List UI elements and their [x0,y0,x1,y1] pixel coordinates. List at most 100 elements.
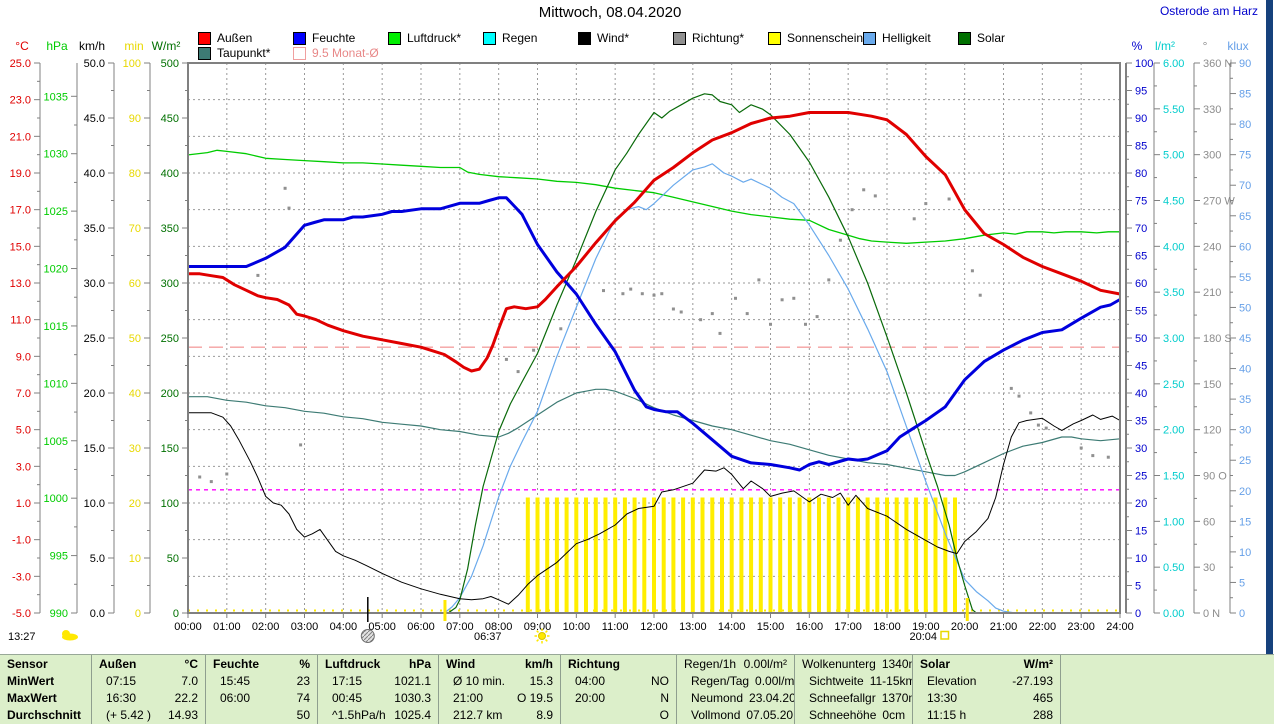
axis-tick-label: 40.0 [84,168,105,180]
legend-swatch [578,31,591,45]
axis-tick-label: 1035 [44,91,68,103]
legend-swatch [293,46,306,60]
legend-item-9-5-monat-[interactable]: 9.5 Monat-Ø [293,46,379,60]
table-cell-label [1068,690,1075,707]
axis-tick-label: -5.0 [12,608,31,620]
table-row: Schneefallgr 1370m [795,690,912,707]
axis-tick-label: 0.0 [90,608,105,620]
legend-swatch [198,31,211,45]
x-tick-label: 23:00 [1067,621,1095,633]
axis-tick-label: 75 [1135,196,1147,208]
legend-item-richtung-[interactable]: Richtung* [673,31,744,45]
table-row: 15:45 23 [206,673,317,690]
table-row: 04:00 NO [561,673,676,690]
legend-label: Taupunkt* [217,46,271,60]
x-tick-label: 24:00 [1106,621,1134,633]
table-cell-value: -27.193 [1012,674,1053,688]
axis-tick-label: 4.50 [1163,196,1184,208]
axis-tick-label: 150 [1203,379,1221,391]
axis-tick-label: 85 [1135,141,1147,153]
table-cell-value: 1025.4 [394,708,431,722]
table-cell-label: MinWert [7,674,55,688]
table-row [1061,673,1274,690]
station-name: Osterode am Harz [1159,4,1258,18]
table-cell-label: Regen/Tag [691,674,750,688]
legend-swatch [293,31,306,45]
axis-tick-label: 250 [161,333,179,345]
series-helligkeit [188,163,1120,614]
legend-item-solar[interactable]: Solar [958,31,1005,45]
axis-header-klux: klux [1227,39,1249,53]
table-row: 11:15 h 288 [913,707,1060,724]
axis-tick-label: 25 [1135,471,1147,483]
legend-swatch [863,31,876,45]
legend-item-regen[interactable]: Regen [483,31,537,45]
axis-tick-label: 3.00 [1163,333,1184,345]
table-cell-label: Sichtweite [809,674,864,688]
table-cell-label: Vollmond [691,708,741,722]
axis-tick-label: 80 [1239,119,1251,131]
axis-tick-label: 100 [1135,58,1153,70]
table-row: Sichtweite 11-15km [795,673,912,690]
table-column-5: Richtung 04:00 NO 20:00 N O [561,655,677,724]
table-cell-value: 07.05.20 [746,708,794,722]
legend-swatch [673,31,686,45]
table-cell-label: 16:30 [106,691,137,705]
legend-item-sonnenschein[interactable]: Sonnenschein [768,31,863,45]
table-cell-label [1068,707,1075,724]
axis-tick-label: 40 [1135,388,1147,400]
axis-tick-label: 120 [1203,425,1221,437]
axis-tick-label: 60 [1135,278,1147,290]
axis-tick-label: 30.0 [84,278,105,290]
axis-tick-label: 30 [129,443,141,455]
axis-tick-label: 80 [129,168,141,180]
legend-item-luftdruck-[interactable]: Luftdruck* [388,31,461,45]
weather-chart-plot[interactable]: 25.0 23.0 21.0 19.0 17.0 15.0 13.0 11.0 9.0 7.0 5.… [0,0,1274,654]
axis-tick-label: 60 [129,278,141,290]
table-cell-value: km/h [524,657,553,671]
table-row: 13:30 465 [913,690,1060,707]
x-tick-label: 19:00 [912,621,940,633]
table-cell-label: MaxWert [7,691,57,705]
table-cell-label: 212.7 km [453,708,503,722]
axis-tick-label: 60 [1239,241,1251,253]
axis-tick-label: 0 N [1203,608,1220,620]
axis-tick-label: 0 [135,608,141,620]
axis-tick-label: 360 N [1203,58,1232,70]
table-cell-label: 21:00 [453,691,484,705]
table-column-7: Wolkenunterg 1340m Sichtweite 11-15km Schnee… [795,655,913,724]
table-cell-label [213,707,220,724]
axis-header-kmh: km/h [78,39,105,53]
legend-label: Außen [217,31,253,45]
x-tick-label: 03:00 [291,621,319,633]
table-cell-label: Ø 10 min. [453,674,506,688]
table-cell-value: 0.00l/m² [743,657,787,671]
x-tick-label: 22:00 [1029,621,1057,633]
table-row: 16:30 22.2 [92,690,205,707]
axis-tick-label: 70 [129,223,141,235]
table-row: ^1.5hPa/h 1025.4 [318,707,438,724]
legend-item-taupunkt-[interactable]: Taupunkt* [198,46,270,60]
legend-item-au-en[interactable]: Außen [198,31,252,45]
table-cell-value: 7.0 [181,674,198,688]
axis-tick-label: 180 S [1203,333,1232,345]
axis-tick-label: 55 [1135,306,1147,318]
axis-tick-label: 330 [1203,104,1221,116]
axis-tick-label: 40 [129,388,141,400]
legend-item-wind-[interactable]: Wind* [578,31,629,45]
axis-tick-label: 0.00 [1163,608,1184,620]
axis-tick-label: 30 [1135,443,1147,455]
series-wind [188,412,1121,605]
table-column-9 [1061,655,1274,724]
legend-label: Sonnenschein [787,31,864,45]
axis-tick-label: 3.0 [16,461,31,473]
legend-item-feuchte[interactable]: Feuchte [293,31,355,45]
legend-item-helligkeit[interactable]: Helligkeit [863,31,931,45]
legend-label: Richtung* [692,31,745,45]
x-tick-label: 16:00 [796,621,824,633]
axis-tick-label: 9.0 [16,351,31,363]
series-feuchte [188,196,1121,472]
legend-swatch [388,31,401,45]
